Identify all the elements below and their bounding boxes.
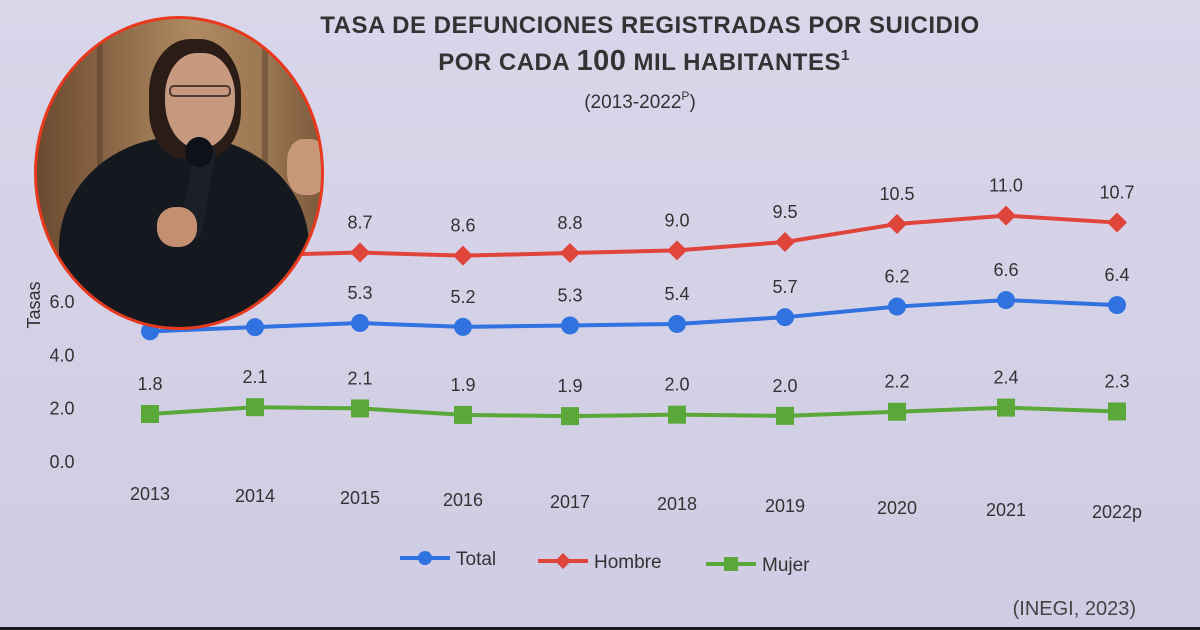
legend: Total Hombre Mujer xyxy=(400,549,810,576)
point-hombre xyxy=(350,242,370,263)
point-total xyxy=(351,314,369,333)
point-hombre xyxy=(887,214,907,234)
point-mujer xyxy=(561,407,579,426)
point-mujer xyxy=(888,402,906,421)
data-label-mujer: 2.3 xyxy=(1104,371,1129,391)
point-mujer xyxy=(776,406,794,425)
bottom-bar xyxy=(0,627,1200,630)
point-hombre xyxy=(667,240,687,261)
x-tick-label: 2015 xyxy=(340,488,380,508)
data-label-hombre: 10.5 xyxy=(879,184,914,204)
data-label-total: 5.3 xyxy=(557,285,582,305)
chart-subtitle: (2013-2022P) xyxy=(584,89,696,113)
source-citation: (INEGI, 2023) xyxy=(1012,598,1136,620)
point-mujer xyxy=(141,404,159,423)
point-mujer xyxy=(351,399,369,418)
x-tick-label: 2020 xyxy=(877,498,917,518)
data-label-total: 5.2 xyxy=(450,287,475,307)
point-mujer xyxy=(246,398,264,417)
point-mujer xyxy=(997,398,1015,417)
data-label-hombre: 11.0 xyxy=(989,176,1023,196)
title-footnote: 1 xyxy=(841,47,850,64)
data-label-mujer: 1.8 xyxy=(137,374,162,394)
data-label-hombre: 9.0 xyxy=(664,210,689,230)
subtitle-main: (2013-2022 xyxy=(584,92,681,113)
glasses xyxy=(169,85,231,97)
x-ticks: 2013 2014 2015 2016 2017 2018 2019 2020 2021 2022… xyxy=(130,484,1142,522)
legend-label-hombre: Hombre xyxy=(594,552,662,573)
data-label-mujer: 1.9 xyxy=(450,375,475,395)
title-line2-suffix: MIL HABITANTES xyxy=(626,49,841,76)
legend-marker-mujer xyxy=(724,557,738,571)
point-hombre xyxy=(996,205,1016,226)
data-label-hombre: 8.7 xyxy=(347,213,372,233)
speaker-face xyxy=(165,53,235,149)
data-label-mujer: 2.0 xyxy=(772,376,797,396)
data-label-total: 6.6 xyxy=(993,260,1018,280)
y-tick-label: 2.0 xyxy=(49,399,74,419)
title-line2-prefix: POR CADA xyxy=(438,49,576,76)
data-label-total: 5.3 xyxy=(347,283,372,303)
data-label-hombre: 8.8 xyxy=(557,213,582,233)
point-hombre xyxy=(775,232,795,252)
data-label-mujer: 2.0 xyxy=(664,375,689,395)
legend-label-total: Total xyxy=(456,549,496,570)
speaker-hand xyxy=(287,139,321,195)
microphone-head xyxy=(185,137,213,167)
x-tick-label: 2017 xyxy=(550,492,590,512)
point-mujer xyxy=(454,405,472,424)
data-label-mujer: 2.4 xyxy=(993,368,1018,388)
x-tick-label: 2013 xyxy=(130,484,170,504)
x-tick-label: 2014 xyxy=(235,486,275,506)
data-label-hombre: 10.7 xyxy=(1099,183,1134,203)
speaker-hand xyxy=(157,207,197,247)
data-label-total: 5.7 xyxy=(772,277,797,297)
y-tick-label: 0.0 xyxy=(49,452,74,472)
speaker-photo xyxy=(34,16,324,330)
x-tick-label: 2022p xyxy=(1092,502,1142,522)
chart-title: TASA DE DEFUNCIONES REGISTRADAS POR SUIC… xyxy=(320,12,979,39)
point-total xyxy=(454,317,472,336)
point-hombre xyxy=(1107,212,1127,233)
point-total xyxy=(668,314,686,333)
y-tick-label: 4.0 xyxy=(49,345,74,365)
series-line-mujer xyxy=(149,405,1118,419)
chart-title-line2: POR CADA 100 MIL HABITANTES1 xyxy=(438,45,850,77)
legend-label-mujer: Mujer xyxy=(762,555,810,576)
point-total xyxy=(1108,296,1126,315)
data-label-total: 6.4 xyxy=(1104,265,1129,285)
point-total xyxy=(888,297,906,316)
subtitle-end: ) xyxy=(689,92,695,113)
point-mujer xyxy=(1108,402,1126,421)
data-label-hombre: 8.6 xyxy=(450,216,475,236)
y-axis-title: Tasas xyxy=(24,281,44,328)
legend-marker-hombre xyxy=(555,553,571,569)
legend-marker-total xyxy=(418,551,432,565)
x-tick-label: 2016 xyxy=(443,490,483,510)
data-label-total: 6.2 xyxy=(884,267,909,287)
data-label-total: 5.4 xyxy=(664,284,689,304)
x-tick-label: 2021 xyxy=(986,500,1026,520)
data-label-mujer: 2.1 xyxy=(347,368,372,388)
point-total xyxy=(561,316,579,335)
point-mujer xyxy=(668,405,686,424)
data-label-hombre: 9.5 xyxy=(772,202,797,222)
data-labels: 5.3 5.2 5.3 5.4 5.7 6.2 6.6 6.4 8.7 8.6 8.8 9.0 9.5 1… xyxy=(137,176,1134,397)
data-label-mujer: 2.1 xyxy=(242,367,267,387)
point-hombre xyxy=(453,245,473,266)
point-total xyxy=(776,308,794,327)
x-tick-label: 2018 xyxy=(657,494,697,514)
data-label-mujer: 1.9 xyxy=(557,376,582,396)
point-total xyxy=(997,291,1015,310)
data-label-mujer: 2.2 xyxy=(884,372,909,392)
subtitle-sup: P xyxy=(681,89,689,103)
point-hombre xyxy=(560,243,580,264)
x-tick-label: 2019 xyxy=(765,496,805,516)
title-line2-number: 100 xyxy=(576,45,626,77)
